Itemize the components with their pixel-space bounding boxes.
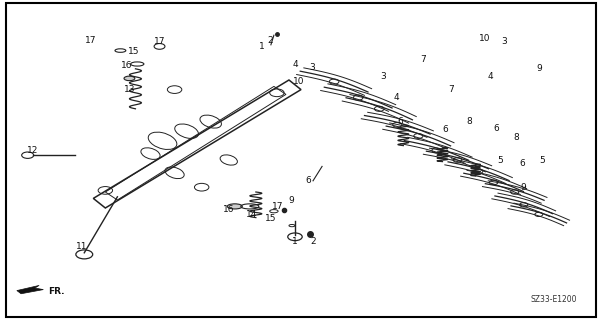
Circle shape — [510, 190, 519, 194]
Text: 6: 6 — [397, 117, 403, 126]
Text: 4: 4 — [393, 93, 399, 102]
Text: 15: 15 — [265, 214, 277, 223]
Circle shape — [535, 212, 543, 217]
Text: 13: 13 — [123, 85, 135, 94]
Text: 1: 1 — [259, 42, 265, 51]
Circle shape — [353, 95, 363, 100]
Text: 4: 4 — [488, 72, 494, 81]
Text: 2: 2 — [310, 237, 316, 246]
Text: 4: 4 — [292, 60, 298, 68]
Polygon shape — [17, 285, 43, 294]
Text: 10: 10 — [293, 77, 305, 86]
Text: 6: 6 — [494, 124, 500, 132]
Text: 3: 3 — [309, 63, 315, 72]
Text: 17: 17 — [84, 36, 96, 44]
Text: 1: 1 — [292, 237, 298, 246]
Text: 12: 12 — [28, 146, 39, 155]
Text: 3: 3 — [380, 72, 386, 81]
Text: 6: 6 — [442, 125, 448, 134]
Text: SZ33-E1200: SZ33-E1200 — [530, 295, 577, 304]
Text: 9: 9 — [521, 183, 527, 192]
Ellipse shape — [227, 204, 242, 209]
Circle shape — [393, 122, 402, 127]
Circle shape — [474, 169, 483, 173]
Circle shape — [414, 133, 423, 139]
Text: 9: 9 — [288, 196, 294, 204]
Circle shape — [432, 148, 441, 153]
Circle shape — [329, 79, 339, 84]
Text: 6: 6 — [520, 159, 526, 168]
Text: 16: 16 — [223, 205, 235, 214]
Text: 11: 11 — [75, 242, 87, 251]
Text: 17: 17 — [154, 37, 166, 46]
Text: 10: 10 — [479, 34, 491, 43]
Circle shape — [374, 106, 384, 111]
Text: 3: 3 — [501, 37, 507, 46]
Text: 7: 7 — [420, 55, 426, 64]
Text: 8: 8 — [467, 117, 473, 126]
Text: 9: 9 — [536, 64, 542, 73]
Text: 5: 5 — [539, 156, 545, 164]
Text: FR.: FR. — [48, 287, 64, 296]
Text: 2: 2 — [267, 36, 273, 44]
Text: 14: 14 — [246, 210, 257, 219]
Text: 6: 6 — [305, 176, 311, 185]
Text: 15: 15 — [128, 47, 140, 56]
Circle shape — [520, 203, 528, 207]
Text: 5: 5 — [497, 156, 503, 164]
Circle shape — [489, 180, 498, 185]
Text: 16: 16 — [120, 61, 132, 70]
Text: 17: 17 — [272, 202, 284, 211]
Text: 7: 7 — [448, 85, 455, 94]
Text: 8: 8 — [514, 133, 520, 142]
Ellipse shape — [124, 76, 135, 81]
Circle shape — [453, 158, 462, 162]
